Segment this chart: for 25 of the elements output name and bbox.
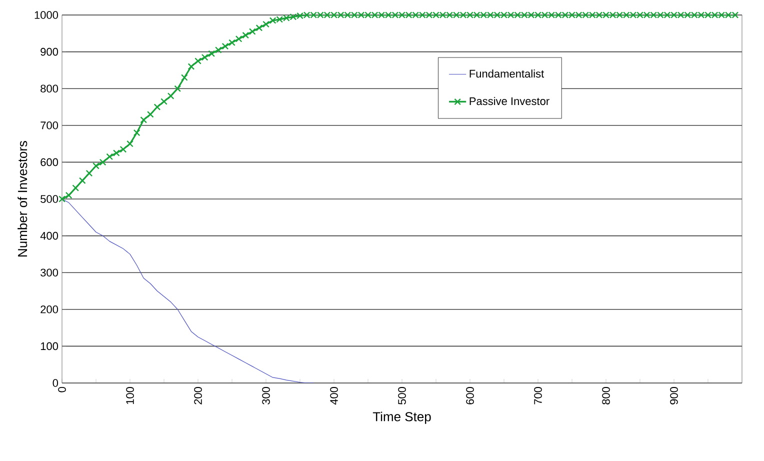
y-tick-label: 600 <box>40 158 58 166</box>
y-tick-label: 500 <box>40 195 58 203</box>
y-tick-label: 1000 <box>34 11 58 19</box>
y-tick-label: 300 <box>40 268 58 276</box>
x-tick-label: 900 <box>670 386 678 404</box>
x-tick-label: 800 <box>602 386 610 404</box>
y-tick-label: 100 <box>40 342 58 350</box>
x-tick-label: 700 <box>534 386 542 404</box>
legend-label: Passive Investor <box>470 96 550 106</box>
x-tick-label: 600 <box>466 386 474 404</box>
x-tick-label: 200 <box>194 386 202 404</box>
x-axis-title: Time Step <box>372 412 431 424</box>
x-tick-label: 500 <box>398 386 406 404</box>
x-tick-label: 300 <box>262 386 270 404</box>
x-tick-label: 400 <box>330 386 338 405</box>
y-tick-label: 800 <box>40 84 58 92</box>
y-tick-label: 400 <box>40 232 58 240</box>
x-tick-label: 100 <box>126 386 134 404</box>
x-tick-label: 0 <box>58 386 66 392</box>
y-axis-title: Number of Investors <box>18 140 28 256</box>
y-tick-label: 0 <box>52 379 58 387</box>
legend-label: Fundamentalist <box>470 70 544 78</box>
y-tick-label: 700 <box>40 122 58 130</box>
y-tick-label: 900 <box>40 48 58 56</box>
y-tick-label: 200 <box>40 306 58 314</box>
